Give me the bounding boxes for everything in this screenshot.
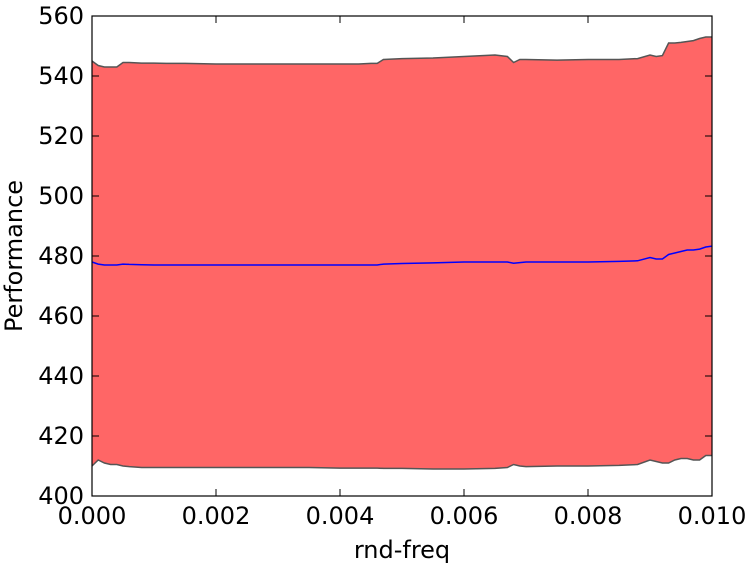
x-tick-label: 0.000 [58, 502, 127, 530]
y-tick-label: 500 [38, 182, 84, 210]
y-tick-label: 420 [38, 422, 84, 450]
y-tick-label: 460 [38, 302, 84, 330]
x-tick-label: 0.006 [430, 502, 499, 530]
plot-area [91, 36, 713, 470]
x-tick-label: 0.008 [554, 502, 623, 530]
axes: 0.000 0.002 0.004 0.006 0.008 0.010 400 420 440 4… [38, 2, 746, 530]
x-tick-label: 0.010 [678, 502, 747, 530]
confidence-band [92, 37, 712, 469]
y-tick-label: 440 [38, 362, 84, 390]
y-tick-label: 480 [38, 242, 84, 270]
upper-bound-line [91, 36, 712, 68]
x-tick-label: 0.004 [306, 502, 375, 530]
y-tick-label: 400 [38, 482, 84, 510]
x-tick-label: 0.002 [182, 502, 251, 530]
y-tick-label: 540 [38, 62, 84, 90]
mean-line [91, 245, 713, 266]
y-axis-label: Performance [0, 180, 28, 332]
x-axis-label: rnd-freq [354, 536, 450, 564]
lower-bound-line [91, 454, 712, 470]
y-tick-label: 560 [38, 2, 84, 30]
y-tick-label: 520 [38, 122, 84, 150]
